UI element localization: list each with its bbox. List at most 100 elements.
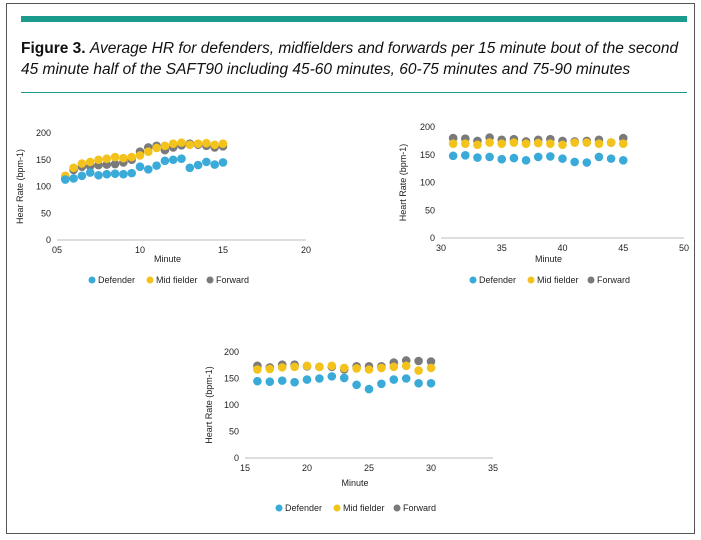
data-point-mid-fielder — [193, 139, 203, 148]
data-point-mid-fielder — [327, 361, 337, 371]
x-axis-label: Minute — [154, 254, 181, 264]
data-point-mid-fielder — [144, 147, 153, 157]
data-point-defender — [546, 152, 555, 161]
data-point-defender — [110, 169, 120, 178]
data-point-mid-fielder — [473, 140, 482, 150]
data-point-mid-fielder — [290, 362, 299, 372]
data-point-mid-fielder — [558, 140, 567, 150]
figure-caption-text: Average HR for defenders, midfielders an… — [21, 40, 679, 78]
data-point-mid-fielder — [509, 138, 519, 147]
data-point-mid-fielder — [339, 363, 349, 373]
data-point-mid-fielder — [570, 138, 579, 147]
data-point-defender — [485, 152, 494, 162]
data-point-defender — [119, 169, 128, 179]
data-point-mid-fielder — [253, 365, 262, 374]
data-point-mid-fielder — [606, 138, 616, 147]
data-point-mid-fielder — [618, 139, 628, 148]
x-tick-label: 45 — [618, 243, 628, 253]
y-tick-label: 200 — [420, 122, 435, 132]
data-point-defender — [315, 374, 324, 383]
y-tick-label: 150 — [224, 374, 239, 384]
data-point-defender — [102, 169, 112, 179]
figure-frame — [6, 3, 695, 534]
data-point-mid-fielder — [497, 139, 507, 148]
y-tick-label: 150 — [420, 150, 435, 160]
legend-label: Defender — [479, 275, 516, 285]
data-point-defender — [302, 375, 312, 384]
legend-label: Defender — [98, 275, 135, 285]
data-point-mid-fielder — [218, 139, 228, 148]
data-point-defender — [389, 375, 399, 384]
data-point-defender — [127, 168, 136, 178]
data-point-defender — [594, 152, 604, 162]
x-axis-label: Minute — [535, 254, 562, 264]
data-point-mid-fielder — [160, 141, 170, 151]
y-tick-label: 100 — [36, 182, 51, 192]
legend-marker — [333, 504, 341, 512]
data-point-mid-fielder — [277, 363, 287, 372]
legend-marker — [206, 276, 214, 284]
data-point-mid-fielder — [152, 143, 161, 153]
data-point-defender — [377, 379, 386, 389]
data-point-defender — [77, 171, 87, 181]
data-point-defender — [135, 162, 145, 172]
data-point-defender — [339, 373, 349, 383]
y-axis-label: Heart Rate (bpm-1) — [204, 366, 214, 444]
data-point-mid-fielder — [127, 152, 136, 162]
legend-label: Mid fielder — [537, 275, 579, 285]
x-tick-label: 10 — [135, 245, 145, 255]
data-point-forward — [414, 356, 423, 366]
x-axis-label: Minute — [341, 478, 368, 488]
data-point-mid-fielder — [448, 139, 458, 148]
data-point-mid-fielder — [533, 138, 543, 148]
data-point-defender — [364, 384, 374, 394]
data-point-mid-fielder — [202, 138, 211, 148]
x-tick-label: 20 — [301, 245, 311, 255]
data-point-mid-fielder — [401, 361, 411, 371]
data-point-defender — [606, 154, 616, 163]
x-tick-label: 35 — [488, 463, 498, 473]
data-point-mid-fielder — [69, 163, 78, 173]
data-point-mid-fielder — [594, 139, 604, 148]
data-point-mid-fielder — [461, 139, 470, 148]
data-point-defender — [265, 377, 275, 386]
data-point-defender — [152, 161, 161, 170]
data-point-mid-fielder — [302, 361, 312, 371]
data-point-defender — [401, 374, 411, 383]
x-tick-label: 15 — [218, 245, 228, 255]
legend-marker — [393, 504, 401, 512]
data-point-defender — [94, 170, 103, 180]
data-point-defender — [570, 157, 579, 167]
y-axis-label: Heart Rate (bpm-1) — [398, 144, 408, 222]
data-point-forward — [110, 159, 120, 169]
data-point-mid-fielder — [85, 157, 95, 167]
y-tick-label: 50 — [41, 208, 51, 218]
data-point-defender — [448, 151, 458, 161]
legend-label: Mid fielder — [343, 503, 385, 513]
data-point-forward — [426, 357, 436, 366]
y-tick-label: 100 — [420, 178, 435, 188]
figure-caption: Figure 3. Average HR for defenders, midf… — [21, 38, 689, 80]
data-point-defender — [473, 153, 482, 162]
data-point-defender — [85, 168, 95, 177]
figure-top-bar — [21, 16, 687, 22]
data-point-mid-fielder — [102, 154, 112, 163]
data-point-defender — [193, 160, 203, 170]
data-point-defender — [352, 380, 361, 390]
data-point-mid-fielder — [177, 138, 186, 147]
y-axis-label: Hear Rate (bpm-1) — [15, 149, 25, 224]
data-point-mid-fielder — [377, 363, 386, 373]
x-tick-label: 50 — [679, 243, 689, 253]
legend-marker — [146, 276, 154, 284]
data-point-mid-fielder — [414, 366, 423, 375]
data-point-defender — [168, 155, 178, 165]
x-tick-label: 40 — [557, 243, 567, 253]
data-point-defender — [558, 154, 567, 163]
data-point-mid-fielder — [546, 139, 555, 148]
data-point-mid-fielder — [582, 138, 592, 147]
data-point-mid-fielder — [185, 140, 195, 150]
data-point-defender — [61, 175, 70, 184]
